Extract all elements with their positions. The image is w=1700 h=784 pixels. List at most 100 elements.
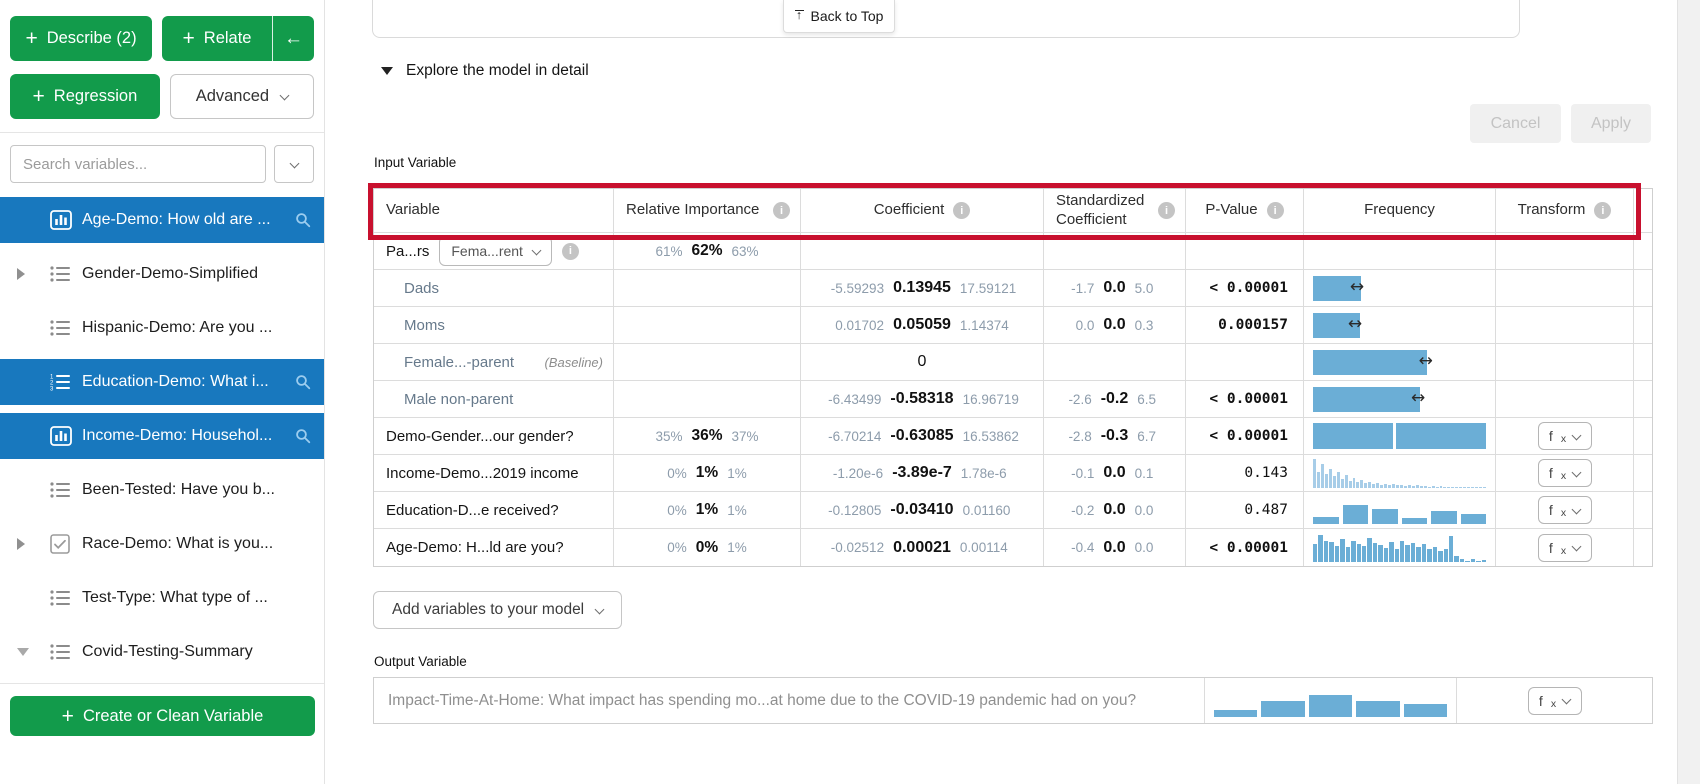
svg-text:1: 1 bbox=[50, 375, 54, 381]
table-row: Dads -5.59293 0.13945 17.59121 -1.7 0.0 … bbox=[374, 270, 1652, 307]
output-frequency-chart bbox=[1204, 678, 1456, 723]
baseline-tag: (Baseline) bbox=[544, 354, 603, 370]
sidebar-toolbar: + Describe (2) + Relate ← + Regression bbox=[0, 0, 324, 119]
rel-importance-high: 1% bbox=[727, 502, 747, 518]
frequency-chart: ↔ bbox=[1304, 307, 1496, 344]
rel-importance-low: 0% bbox=[667, 540, 687, 555]
chevron-down-icon bbox=[1571, 467, 1582, 477]
confidence-interval-arrow-icon: ↔ bbox=[1410, 388, 1426, 409]
info-icon[interactable]: i bbox=[1266, 202, 1284, 219]
back-to-top-button[interactable]: ↑ Back to Top bbox=[783, 0, 895, 33]
describe-button[interactable]: + Describe (2) bbox=[10, 16, 152, 61]
std-mid: 0.0 bbox=[1103, 464, 1126, 481]
coef-low: -0.12805 bbox=[828, 502, 882, 518]
coef-high: 16.96719 bbox=[962, 391, 1019, 407]
info-icon[interactable]: i bbox=[773, 202, 790, 219]
sidebar-item-covid-testing-summary[interactable]: Covid-Testing-Summary bbox=[0, 629, 324, 675]
chevron-down-icon bbox=[279, 90, 290, 101]
relate-button-group: + Relate ← bbox=[162, 16, 314, 61]
sidebar-item-gender-demo[interactable]: Gender-Demo-Simplified bbox=[0, 251, 324, 297]
rel-importance-mid: 1% bbox=[695, 501, 719, 518]
frequency-chart bbox=[1304, 492, 1496, 529]
sidebar-divider bbox=[0, 132, 324, 133]
sidebar-item-label: Gender-Demo-Simplified bbox=[82, 265, 259, 282]
svg-text:2: 2 bbox=[50, 381, 54, 387]
rel-importance-high: 1% bbox=[727, 465, 747, 481]
chevron-down-icon bbox=[531, 245, 542, 255]
output-variable-label: Output Variable bbox=[374, 654, 467, 669]
list-icon bbox=[50, 481, 70, 499]
std-high: 0.1 bbox=[1134, 465, 1154, 481]
std-mid: -0.2 bbox=[1100, 390, 1129, 407]
std-low: -2.6 bbox=[1068, 391, 1092, 407]
describe-button-label: Describe (2) bbox=[46, 29, 137, 47]
advanced-dropdown[interactable]: Advanced bbox=[169, 74, 314, 119]
std-mid: 0.0 bbox=[1103, 316, 1126, 333]
sidebar-item-label: Education-Demo: What i... bbox=[82, 373, 269, 390]
sidebar-item-hispanic-demo[interactable]: Hispanic-Demo: Are you ... bbox=[0, 305, 324, 351]
regression-button[interactable]: + Regression bbox=[10, 74, 160, 119]
sidebar-item-race-demo[interactable]: Race-Demo: What is you... bbox=[0, 521, 324, 567]
info-icon[interactable]: i bbox=[561, 242, 579, 260]
table-row: Pa...rs Fema...rent i 61% 62% 63% bbox=[374, 233, 1652, 270]
search-input[interactable] bbox=[10, 145, 266, 183]
std-low: -0.2 bbox=[1071, 502, 1095, 518]
coef-low: -1.20e-6 bbox=[832, 465, 884, 481]
relate-button-label: Relate bbox=[203, 29, 252, 47]
variable-name: Dads bbox=[404, 279, 440, 297]
search-icon[interactable] bbox=[295, 374, 311, 390]
up-arrow-icon: ↑ bbox=[795, 8, 803, 23]
sidebar-item-label: Test-Type: What type of ... bbox=[82, 589, 268, 606]
variable-name: Male non-parent bbox=[404, 390, 514, 408]
explore-model-section-toggle[interactable]: Explore the model in detail bbox=[381, 62, 589, 80]
add-variables-dropdown[interactable]: Add variables to your model bbox=[373, 591, 623, 629]
expand-caret-icon[interactable] bbox=[17, 538, 25, 550]
info-icon[interactable]: i bbox=[1158, 202, 1175, 219]
info-icon[interactable]: i bbox=[1594, 202, 1612, 219]
create-or-clean-variable-button[interactable]: + Create or Clean Variable bbox=[10, 696, 315, 736]
column-header-standardized-coefficient: Standardized Coefficient i bbox=[1044, 189, 1186, 233]
sidebar-item-test-type[interactable]: Test-Type: What type of ... bbox=[0, 575, 324, 621]
table-row: Income-Demo...2019 income 0% 1% 1% -1.20… bbox=[374, 455, 1652, 492]
frequency-chart: ↔ bbox=[1304, 344, 1496, 381]
sidebar-item-income-demo[interactable]: Income-Demo: Househol... bbox=[0, 413, 324, 459]
collapse-arrow-button[interactable]: ← bbox=[273, 16, 314, 61]
rel-importance-low: 0% bbox=[667, 465, 687, 481]
coef-mid: 0.13945 bbox=[893, 279, 951, 296]
relate-button[interactable]: + Relate bbox=[162, 16, 273, 61]
coef-high: 0.00114 bbox=[959, 540, 1008, 555]
rel-importance-high: 1% bbox=[727, 540, 747, 555]
search-icon[interactable] bbox=[295, 428, 311, 444]
rel-importance-low: 35% bbox=[655, 428, 683, 444]
frequency-chart: ↔ bbox=[1304, 381, 1496, 418]
section-title: Explore the model in detail bbox=[406, 62, 589, 79]
baseline-level-dropdown[interactable]: Fema...rent bbox=[439, 236, 552, 266]
variable-name: Age-Demo: H...ld are you? bbox=[386, 539, 564, 556]
apply-button[interactable]: Apply bbox=[1571, 104, 1651, 143]
sidebar-item-been-tested[interactable]: Been-Tested: Have you b... bbox=[0, 467, 324, 513]
rel-importance-mid: 36% bbox=[691, 427, 723, 444]
search-icon[interactable] bbox=[295, 212, 311, 228]
cancel-button[interactable]: Cancel bbox=[1470, 104, 1561, 143]
coef-mid: -0.63085 bbox=[890, 427, 954, 444]
std-low: -0.4 bbox=[1071, 540, 1095, 555]
left-arrow-icon: ← bbox=[284, 27, 303, 49]
search-options-dropdown[interactable] bbox=[274, 145, 314, 183]
sidebar-item-label: Race-Demo: What is you... bbox=[82, 535, 274, 552]
expand-caret-icon[interactable] bbox=[17, 268, 25, 280]
sidebar-item-age-demo[interactable]: Age-Demo: How old are ... bbox=[0, 197, 324, 243]
info-icon[interactable]: i bbox=[953, 202, 971, 219]
coef-low: 0.01702 bbox=[835, 317, 885, 333]
scrollbar-track[interactable] bbox=[1677, 0, 1700, 784]
table-header-row: Variable Relative Importance i Coefficie… bbox=[374, 189, 1652, 233]
collapse-caret-icon[interactable] bbox=[17, 648, 29, 656]
rel-importance-high: 63% bbox=[731, 243, 759, 259]
list-icon bbox=[50, 319, 70, 337]
